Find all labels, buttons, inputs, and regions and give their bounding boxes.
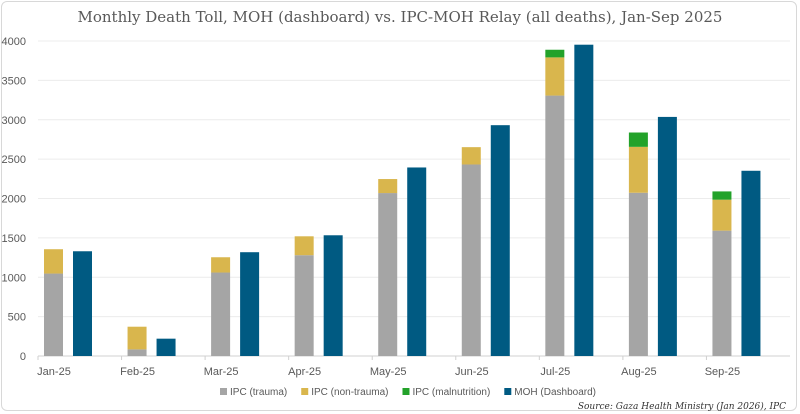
bar-ipc-non-trauma-mar-25 xyxy=(211,257,231,273)
x-tick-label: Jul-25 xyxy=(540,366,570,378)
x-tick-label: Feb-25 xyxy=(120,366,155,378)
bar-ipc-trauma-jan-25 xyxy=(44,273,63,356)
bar-moh-dashboard-jun-25 xyxy=(490,125,510,356)
legend-label: IPC (trauma) xyxy=(230,387,287,398)
bar-ipc-non-trauma-aug-25 xyxy=(628,146,648,193)
bar-ipc-trauma-may-25 xyxy=(378,193,398,356)
x-tick-label: Apr-25 xyxy=(288,366,321,378)
x-tick-label: May-25 xyxy=(370,366,407,378)
chart-title: Monthly Death Toll, MOH (dashboard) vs. … xyxy=(78,8,723,26)
x-tick-label: Jun-25 xyxy=(455,366,489,378)
bar-moh-dashboard-may-25 xyxy=(407,167,427,356)
y-tick-label: 2500 xyxy=(2,154,26,166)
y-tick-label: 1000 xyxy=(2,272,26,284)
bar-ipc-malnutrition-sep-25 xyxy=(712,191,732,200)
bar-moh-dashboard-jan-25 xyxy=(73,251,92,356)
y-tick-label: 3500 xyxy=(2,75,26,87)
bar-moh-dashboard-feb-25 xyxy=(156,338,176,356)
bar-ipc-non-trauma-jul-25 xyxy=(545,57,565,96)
y-tick-label: 1500 xyxy=(2,233,26,245)
x-tick-label: Sep-25 xyxy=(705,366,740,378)
bar-ipc-trauma-jul-25 xyxy=(545,95,565,356)
y-tick-label: 2000 xyxy=(2,194,26,206)
source-note: Source: Gaza Health Ministry (Jan 2026),… xyxy=(578,401,786,412)
y-tick-label: 4000 xyxy=(2,36,26,48)
bar-moh-dashboard-jul-25 xyxy=(574,44,594,357)
legend-label: MOH (Dashboard) xyxy=(514,387,596,398)
bar-ipc-trauma-mar-25 xyxy=(211,272,231,356)
bar-moh-dashboard-sep-25 xyxy=(741,170,761,356)
legend-swatch xyxy=(301,388,309,395)
bar-ipc-malnutrition-aug-25 xyxy=(628,132,648,147)
bar-ipc-malnutrition-jul-25 xyxy=(545,49,565,58)
bar-ipc-trauma-feb-25 xyxy=(127,349,147,356)
bar-ipc-non-trauma-apr-25 xyxy=(294,236,314,256)
bar-ipc-non-trauma-jan-25 xyxy=(44,249,63,274)
bar-ipc-trauma-jun-25 xyxy=(461,164,481,356)
legend-swatch xyxy=(220,388,227,395)
legend-swatch xyxy=(504,388,512,395)
legend-label: IPC (malnutrition) xyxy=(412,387,490,398)
bar-ipc-non-trauma-feb-25 xyxy=(127,326,147,350)
y-tick-label: 3000 xyxy=(2,115,26,127)
bar-ipc-trauma-apr-25 xyxy=(294,255,314,356)
x-tick-label: Aug-25 xyxy=(621,366,656,378)
legend-swatch xyxy=(402,388,410,395)
bar-ipc-trauma-sep-25 xyxy=(712,230,732,356)
bar-moh-dashboard-mar-25 xyxy=(240,252,260,356)
x-tick-label: Jan-25 xyxy=(37,366,71,378)
bar-ipc-non-trauma-may-25 xyxy=(378,179,398,194)
bar-ipc-non-trauma-jun-25 xyxy=(461,147,481,165)
bar-ipc-trauma-aug-25 xyxy=(628,192,648,356)
bar-moh-dashboard-aug-25 xyxy=(657,116,677,356)
bar-moh-dashboard-apr-25 xyxy=(323,235,343,356)
y-tick-label: 500 xyxy=(8,312,26,324)
bar-ipc-non-trauma-sep-25 xyxy=(712,199,732,231)
x-tick-label: Mar-25 xyxy=(204,366,239,378)
y-tick-label: 0 xyxy=(20,351,26,363)
legend-label: IPC (non-trauma) xyxy=(311,387,388,398)
